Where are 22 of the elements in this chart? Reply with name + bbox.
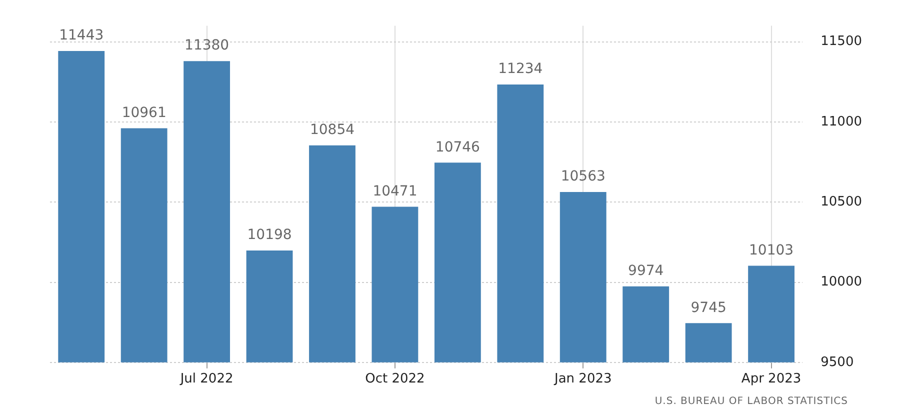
x-tick-label: Jan 2023 bbox=[553, 372, 612, 387]
data-label: 10961 bbox=[122, 104, 166, 121]
text: U.S. BUREAU OF LABOR STATISTICS bbox=[654, 396, 848, 407]
x-tick-label: Oct 2022 bbox=[365, 372, 425, 387]
y-tick-label: 10000 bbox=[820, 274, 862, 290]
y-tick-label: 11500 bbox=[820, 34, 862, 50]
y-tick-label: 11000 bbox=[820, 114, 862, 130]
x-tick-label: Apr 2023 bbox=[741, 372, 802, 387]
data-label: 11443 bbox=[59, 28, 104, 44]
data-label: 10471 bbox=[372, 183, 418, 200]
data-label: 9745 bbox=[690, 300, 726, 316]
data-label: 10746 bbox=[435, 139, 480, 156]
data-label: 11380 bbox=[184, 38, 230, 54]
data-label: 10198 bbox=[247, 227, 292, 244]
data-label: 11234 bbox=[498, 61, 543, 78]
data-label: 10103 bbox=[749, 242, 794, 258]
x-tick-label: Jul 2022 bbox=[179, 372, 234, 387]
data-label: 9974 bbox=[628, 263, 664, 280]
y-tick-label: 9500 bbox=[820, 354, 854, 370]
data-label: 10563 bbox=[560, 168, 606, 185]
y-tick-label: 10500 bbox=[820, 194, 862, 210]
data-label: 10854 bbox=[310, 122, 355, 138]
